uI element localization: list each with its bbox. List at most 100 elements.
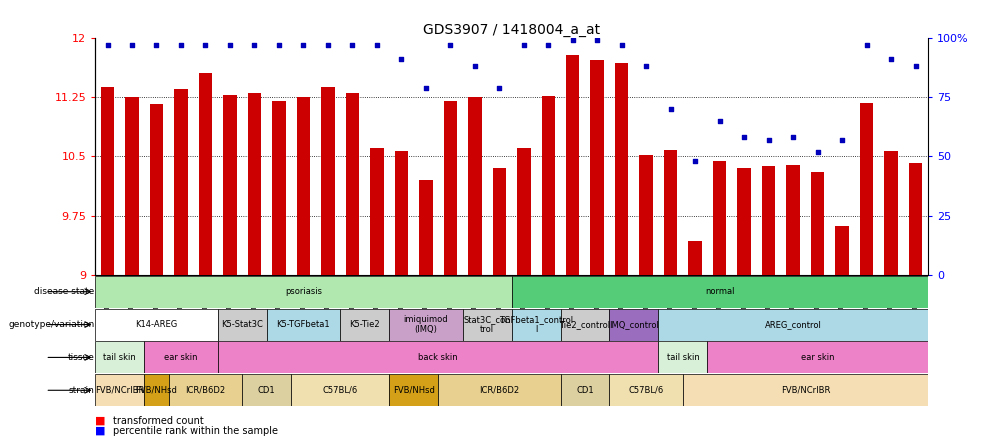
Point xyxy=(858,41,874,48)
Bar xyxy=(241,374,291,406)
Text: ICR/B6D2: ICR/B6D2 xyxy=(185,386,225,395)
Bar xyxy=(267,309,340,341)
Bar xyxy=(168,374,241,406)
Text: ear skin: ear skin xyxy=(800,353,834,362)
Bar xyxy=(174,89,187,275)
Bar xyxy=(95,276,511,308)
Bar xyxy=(125,97,138,275)
Bar xyxy=(682,374,927,406)
Text: transformed count: transformed count xyxy=(113,416,203,426)
Text: K5-Tie2: K5-Tie2 xyxy=(349,320,380,329)
Point xyxy=(221,41,237,48)
Bar xyxy=(144,374,168,406)
Text: FVB/NCrIBR: FVB/NCrIBR xyxy=(780,386,830,395)
Bar xyxy=(516,148,530,275)
Text: TGFbeta1_control
l: TGFbeta1_control l xyxy=(498,315,572,334)
Text: C57BL/6: C57BL/6 xyxy=(628,386,663,395)
Bar xyxy=(657,309,927,341)
Text: K5-Stat3C: K5-Stat3C xyxy=(221,320,263,329)
Bar xyxy=(370,148,383,275)
Text: tail skin: tail skin xyxy=(666,353,698,362)
Point xyxy=(197,41,213,48)
Bar xyxy=(511,309,560,341)
Bar xyxy=(614,63,628,275)
Point xyxy=(442,41,458,48)
Bar xyxy=(736,168,750,275)
Bar xyxy=(297,97,310,275)
Text: genotype/variation: genotype/variation xyxy=(8,320,94,329)
Point xyxy=(369,41,385,48)
Text: ear skin: ear skin xyxy=(164,353,197,362)
Bar xyxy=(639,155,652,275)
Bar xyxy=(95,309,217,341)
Point xyxy=(344,41,360,48)
Point xyxy=(613,41,629,48)
Bar xyxy=(492,168,506,275)
Bar xyxy=(394,151,408,275)
Text: imiquimod
(IMQ): imiquimod (IMQ) xyxy=(403,315,448,334)
Text: IMQ_control: IMQ_control xyxy=(608,320,658,329)
Point xyxy=(907,63,923,70)
Text: back skin: back skin xyxy=(418,353,458,362)
Bar xyxy=(884,151,897,275)
Point xyxy=(882,56,898,63)
Point xyxy=(466,63,482,70)
Point xyxy=(711,117,727,124)
Point xyxy=(296,41,312,48)
Bar xyxy=(149,104,163,275)
Bar xyxy=(95,374,144,406)
Text: percentile rank within the sample: percentile rank within the sample xyxy=(113,426,279,436)
Text: CD1: CD1 xyxy=(575,386,593,395)
Bar xyxy=(272,101,286,275)
Bar xyxy=(859,103,873,275)
Point xyxy=(686,158,702,165)
Point xyxy=(588,36,604,44)
Point xyxy=(540,41,556,48)
Text: FVB/NHsd: FVB/NHsd xyxy=(135,386,177,395)
Point xyxy=(662,105,678,112)
Point xyxy=(491,84,507,91)
Bar xyxy=(217,309,267,341)
Bar xyxy=(762,166,775,275)
Bar xyxy=(706,341,927,373)
Bar xyxy=(247,93,261,275)
Text: ICR/B6D2: ICR/B6D2 xyxy=(479,386,519,395)
Point xyxy=(785,134,801,141)
Point xyxy=(99,41,115,48)
Text: normal: normal xyxy=(704,287,733,296)
Point xyxy=(735,134,752,141)
Bar xyxy=(565,55,579,275)
Point xyxy=(637,63,653,70)
Text: FVB/NHsd: FVB/NHsd xyxy=(392,386,434,395)
Bar xyxy=(609,309,657,341)
Bar xyxy=(389,374,438,406)
Text: CD1: CD1 xyxy=(258,386,276,395)
Text: disease state: disease state xyxy=(34,287,94,296)
Point xyxy=(393,56,409,63)
Bar xyxy=(657,341,706,373)
Point xyxy=(124,41,140,48)
Point xyxy=(320,41,336,48)
Bar xyxy=(590,60,603,275)
Bar xyxy=(217,341,657,373)
Bar xyxy=(389,309,462,341)
Bar xyxy=(712,161,725,275)
Bar xyxy=(663,150,676,275)
Text: psoriasis: psoriasis xyxy=(285,287,322,296)
Bar xyxy=(198,72,212,275)
Point xyxy=(148,41,164,48)
Bar xyxy=(560,309,609,341)
Text: AREG_control: AREG_control xyxy=(764,320,821,329)
Point xyxy=(834,136,850,143)
Bar xyxy=(810,172,824,275)
Text: strain: strain xyxy=(68,386,94,395)
Text: tail skin: tail skin xyxy=(103,353,136,362)
Bar xyxy=(786,165,799,275)
Point xyxy=(246,41,263,48)
Bar xyxy=(438,374,560,406)
Title: GDS3907 / 1418004_a_at: GDS3907 / 1418004_a_at xyxy=(423,23,599,37)
Bar xyxy=(443,101,457,275)
Point xyxy=(809,148,825,155)
Text: Stat3C_con
trol: Stat3C_con trol xyxy=(463,315,510,334)
Text: tissue: tissue xyxy=(67,353,94,362)
